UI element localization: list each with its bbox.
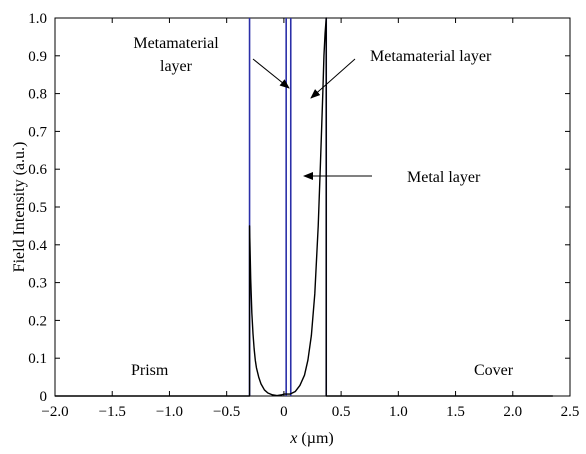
x-tick-label: −1.0: [156, 404, 183, 420]
x-tick-label: 2.5: [561, 404, 580, 420]
y-tick-label: 0.1: [28, 351, 47, 367]
layer-boundaries: [248, 18, 328, 396]
annotation-metal: Metal layer: [303, 169, 481, 186]
y-tick-label: 0.6: [28, 162, 47, 178]
series-layer: [55, 17, 553, 397]
plot-area-frame: [54, 17, 571, 397]
arrow-metamaterial-right: [310, 58, 356, 99]
field-intensity-curve: [55, 17, 553, 397]
annotation-cover: Cover: [474, 362, 514, 379]
x-tick-label: 0.5: [332, 404, 351, 420]
x-tick-label: −1.5: [99, 404, 126, 420]
x-tick-label: −2.0: [41, 404, 68, 420]
annotation-metal-line1: Metal layer: [407, 169, 481, 186]
x-tick-label: 2.0: [503, 404, 522, 420]
y-axis-label: Field Intensity (a.u.): [11, 142, 28, 273]
x-tick-label: 1.0: [389, 404, 408, 420]
y-axis-ticks: 0 0.1 0.2 0.3 0.4 0.5 0.6 0.7 0.8 0.9 1.0: [28, 11, 570, 405]
y-tick-label: 0: [40, 389, 48, 405]
y-tick-label: 0.7: [28, 124, 47, 140]
x-tick-label: 0: [280, 404, 288, 420]
y-tick-label: 0.8: [28, 87, 47, 103]
x-axis-label: x (µm): [289, 430, 333, 447]
annotation-metamaterial-left: Metamaterial layer: [133, 35, 290, 89]
x-tick-label: −0.5: [213, 404, 240, 420]
arrow-metamaterial-left: [252, 58, 290, 89]
x-axis-ticks: −2.0 −1.5 −1.0 −0.5 0 0.5 1.0 1.5 2.0 2.5: [41, 18, 579, 420]
y-tick-label: 0.4: [28, 238, 47, 254]
y-tick-label: 0.5: [28, 200, 47, 216]
y-tick-label: 1.0: [28, 11, 47, 27]
annotation-metamaterial-right: Metamaterial layer: [310, 48, 492, 99]
annotation-metamaterial-left-line2: layer: [160, 58, 193, 75]
y-tick-label: 0.9: [28, 49, 47, 65]
y-tick-label: 0.2: [28, 313, 47, 329]
annotation-metamaterial-left-line1: Metamaterial: [133, 35, 219, 52]
x-tick-label: 1.5: [446, 404, 465, 420]
y-tick-label: 0.3: [28, 276, 47, 292]
annotation-prism: Prism: [131, 362, 169, 379]
annotation-metamaterial-right-line1: Metamaterial layer: [370, 48, 492, 65]
